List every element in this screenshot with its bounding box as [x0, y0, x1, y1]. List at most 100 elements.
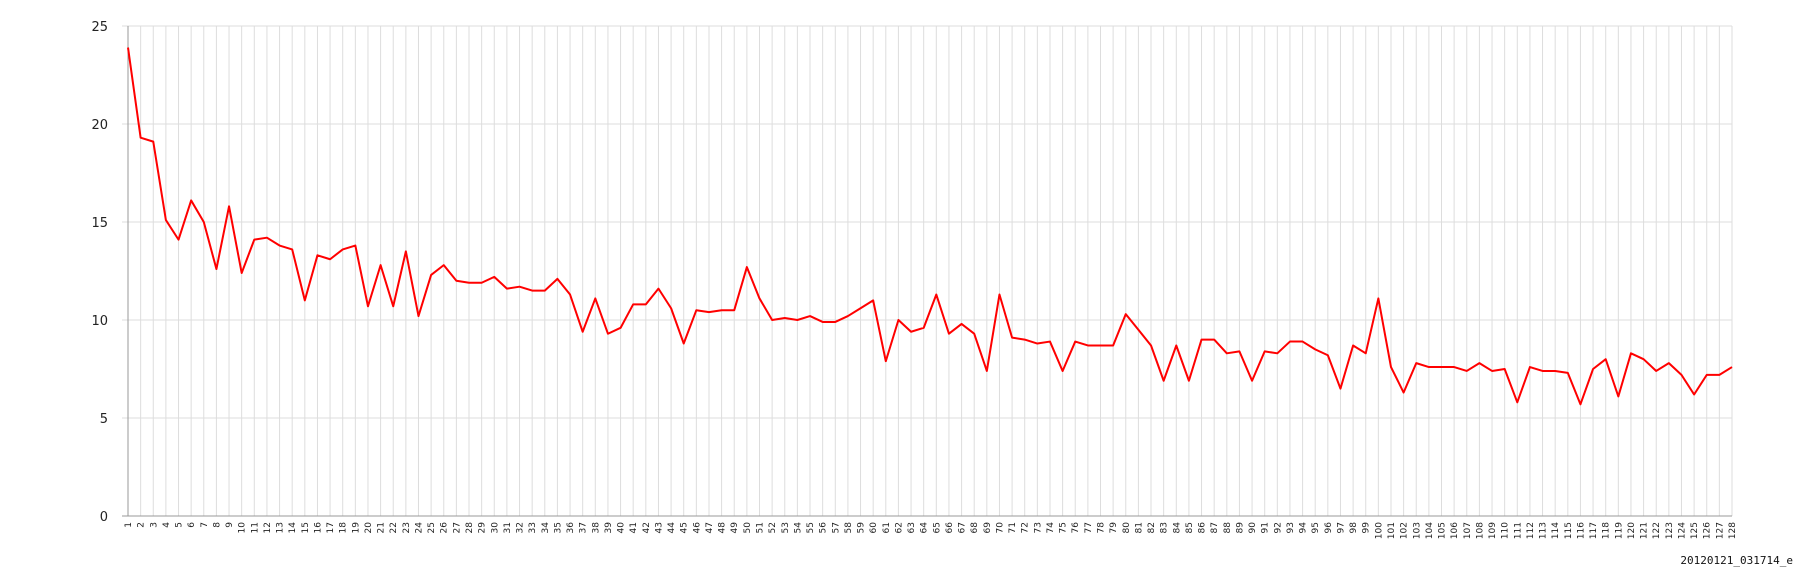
x-tick-label: 39	[604, 522, 614, 534]
x-tick-label: 72	[1021, 522, 1031, 533]
x-tick-label: 101	[1387, 522, 1397, 539]
x-tick-label: 62	[894, 522, 904, 533]
y-tick-label: 5	[100, 412, 108, 427]
x-tick-label: 64	[920, 522, 930, 534]
x-tick-label: 117	[1589, 522, 1599, 539]
x-tick-label: 52	[768, 522, 778, 533]
x-tick-label: 99	[1362, 522, 1372, 534]
x-tick-label: 3	[149, 522, 159, 528]
y-tick-label: 20	[91, 118, 108, 133]
x-tick-label: 92	[1273, 522, 1283, 533]
x-tick-label: 97	[1336, 522, 1346, 533]
x-tick-label: 50	[743, 522, 753, 534]
x-tick-label: 69	[983, 522, 993, 534]
x-tick-label: 86	[1198, 522, 1208, 534]
x-tick-label: 67	[958, 522, 968, 533]
x-tick-label: 96	[1324, 522, 1334, 534]
x-tick-label: 40	[617, 522, 627, 534]
x-tick-label: 59	[857, 522, 867, 534]
x-tick-label: 105	[1438, 522, 1448, 539]
x-tick-label: 38	[591, 522, 601, 534]
x-tick-label: 23	[402, 522, 412, 533]
x-tick-label: 82	[1147, 522, 1157, 533]
x-tick-label: 87	[1210, 522, 1220, 533]
grid-lines	[122, 25, 1733, 517]
x-tick-label: 42	[642, 522, 652, 533]
x-tick-labels: 1 2 3 4 5 6 7 8 9 10 11 12 13 14 15 16 17 18 19 20 21 22 23 24 2…	[124, 522, 1738, 539]
x-tick-label: 20	[364, 522, 374, 534]
x-tick-label: 36	[566, 522, 576, 534]
x-tick-label: 104	[1425, 522, 1435, 539]
x-tick-label: 71	[1008, 522, 1018, 533]
x-tick-label: 109	[1488, 522, 1498, 539]
x-tick-label: 128	[1728, 522, 1738, 539]
x-tick-label: 49	[730, 522, 740, 534]
x-tick-label: 15	[301, 522, 311, 533]
x-tick-label: 110	[1501, 522, 1511, 539]
x-tick-label: 13	[276, 522, 286, 533]
x-tick-label: 74	[1046, 522, 1056, 534]
x-tick-label: 14	[288, 522, 298, 534]
series-lines	[127, 47, 1733, 406]
x-tick-label: 106	[1450, 522, 1460, 539]
x-tick-label: 43	[654, 522, 664, 533]
x-tick-label: 107	[1463, 522, 1473, 539]
x-tick-label: 98	[1349, 522, 1359, 534]
x-tick-label: 102	[1400, 522, 1410, 539]
x-tick-label: 26	[440, 522, 450, 534]
x-tick-label: 25	[427, 522, 437, 533]
x-tick-label: 65	[932, 522, 942, 533]
x-tick-label: 79	[1109, 522, 1119, 534]
x-tick-label: 56	[819, 522, 829, 534]
x-tick-label: 66	[945, 522, 955, 534]
x-tick-label: 9	[225, 522, 235, 528]
x-tick-label: 51	[755, 522, 765, 533]
x-tick-label: 5	[175, 522, 185, 528]
x-tick-label: 53	[781, 522, 791, 533]
x-tick-label: 75	[1059, 522, 1069, 533]
x-tick-label: 121	[1640, 522, 1650, 539]
x-tick-label: 80	[1122, 522, 1132, 534]
x-tick-label: 33	[528, 522, 538, 533]
series-line	[127, 47, 1733, 406]
x-tick-label: 41	[629, 522, 639, 533]
x-tick-label: 2	[137, 522, 147, 528]
x-tick-label: 77	[1084, 522, 1094, 533]
x-tick-label: 88	[1223, 522, 1233, 534]
x-tick-label: 114	[1551, 522, 1561, 539]
image-caption: 20120121_031714_e	[1680, 554, 1793, 567]
x-tick-label: 122	[1652, 522, 1662, 539]
x-tick-label: 37	[579, 522, 589, 533]
x-tick-label: 7	[200, 522, 210, 528]
x-tick-label: 4	[162, 522, 172, 528]
x-tick-label: 34	[541, 522, 551, 534]
x-tick-label: 126	[1703, 522, 1713, 539]
x-tick-label: 8	[212, 522, 222, 528]
x-tick-label: 61	[882, 522, 892, 533]
x-tick-label: 28	[465, 522, 475, 534]
x-tick-label: 70	[995, 522, 1005, 534]
x-tick-label: 54	[793, 522, 803, 534]
x-tick-label: 21	[377, 522, 387, 533]
x-tick-label: 68	[970, 522, 980, 534]
x-tick-label: 32	[516, 522, 526, 533]
x-tick-label: 125	[1690, 522, 1700, 539]
x-tick-label: 17	[326, 522, 336, 533]
x-tick-label: 6	[187, 522, 197, 528]
x-tick-label: 73	[1033, 522, 1043, 533]
x-tick-label: 90	[1248, 522, 1258, 534]
x-tick-label: 16	[313, 522, 323, 534]
axes	[122, 26, 1732, 517]
x-tick-label: 91	[1261, 522, 1271, 533]
x-tick-label: 55	[806, 522, 816, 533]
x-tick-label: 95	[1311, 522, 1321, 533]
x-tick-label: 100	[1374, 522, 1384, 539]
x-tick-label: 85	[1185, 522, 1195, 533]
x-tick-label: 111	[1513, 522, 1523, 539]
x-tick-label: 60	[869, 522, 879, 534]
x-tick-label: 31	[503, 522, 513, 533]
y-tick-label: 15	[91, 216, 108, 231]
y-tick-label: 10	[91, 314, 108, 329]
x-tick-label: 112	[1526, 522, 1536, 539]
